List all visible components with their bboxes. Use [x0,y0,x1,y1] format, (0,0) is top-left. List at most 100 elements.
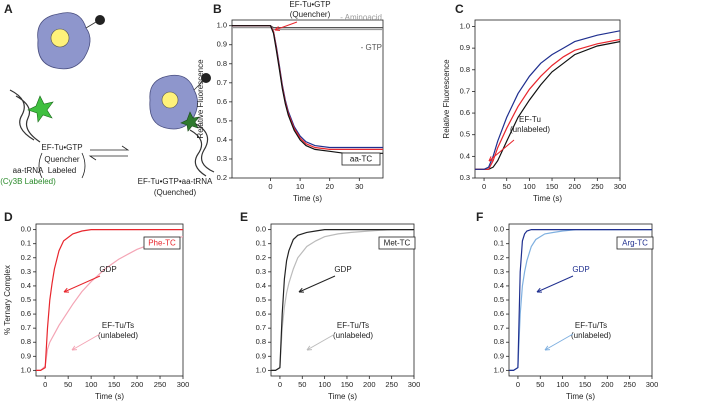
annotation: GDP [334,265,351,274]
legend-label: Met-TC [384,239,411,248]
x-tick-label: 150 [579,380,592,389]
y-tick-label: 0.0 [256,225,266,234]
x-tick-label: 200 [568,182,581,191]
x-tick-label: 200 [363,380,376,389]
annotation-arrow [298,275,336,293]
annotation: (Quencher) [290,10,331,19]
x-tick-label: 50 [503,182,511,191]
y-tick-label: 0.2 [256,253,266,262]
trna-shape [189,123,215,177]
y-tick-label: 0.1 [256,239,266,248]
y-tick-label: 1.0 [256,365,266,374]
y-tick-label: 0.6 [217,97,227,106]
x-tick-label: 0 [268,182,272,191]
y-tick-label: 1.0 [494,365,504,374]
cy3b-icon [180,111,200,132]
series-line [232,27,383,31]
arrow-head [488,156,492,162]
series-line [475,30,620,170]
series-line [271,229,414,371]
y-tick-label: 0.8 [217,59,227,68]
y-tick-label: 0.1 [494,239,504,248]
y-tick-label: 0.6 [460,108,470,117]
annotation: GDP [99,265,116,274]
x-tick-label: 0 [43,380,47,389]
series-line [36,229,183,371]
annotation: GDP [572,265,589,274]
arrow-head [71,345,76,351]
arrow-head [63,287,68,293]
annotation-arrow [544,333,574,351]
y-tick-label: 0.7 [494,323,504,332]
series-line [36,236,183,371]
x-tick-label: 200 [601,380,614,389]
y-tick-label: 1.0 [21,365,31,374]
y-tick-label: 0.8 [21,337,31,346]
y-axis-label: Relative Fluorescence [196,59,205,139]
y-tick-label: 0.8 [460,65,470,74]
series-label: - Aminoacid [340,13,382,22]
annotation-arrow [488,139,515,162]
x-tick-label: 250 [591,182,604,191]
y-tick-label: 0.3 [217,154,227,163]
y-tick-label: 0.9 [217,40,227,49]
y-tick-label: 0.2 [21,253,31,262]
diagram-text: EF-Tu•GTP [41,143,82,152]
y-axis-label: Relative Fluorescence [442,59,451,139]
arrow-head [298,287,303,293]
y-tick-label: 0.3 [460,173,470,182]
y-tick-label: 0.4 [494,281,504,290]
y-tick-label: 0.3 [494,267,504,276]
annotation-arrow [274,21,298,31]
y-tick-label: 0.5 [21,295,31,304]
y-tick-label: 0.3 [256,267,266,276]
series-line [271,229,414,371]
y-tick-label: 0.0 [21,225,31,234]
y-tick-label: 0.6 [21,309,31,318]
legend-label: Arg-TC [622,239,648,248]
series-line [232,25,383,154]
x-tick-label: 50 [64,380,72,389]
diagram-text: Labeled [48,166,76,175]
quencher-icon [95,15,105,25]
arrow [88,155,128,161]
y-tick-label: 1.0 [217,21,227,30]
arrow [90,145,130,151]
panel-letter: E [240,210,248,224]
x-tick-label: 250 [385,380,398,389]
legend-box [341,152,381,166]
y-tick-label: 0.6 [256,309,266,318]
x-tick-label: 150 [341,380,354,389]
arrow-head [536,287,541,293]
y-tick-label: 0.8 [494,337,504,346]
panel-letter: B [213,2,222,16]
series-line [475,38,620,170]
x-tick-label: 100 [85,380,98,389]
x-tick-label: 150 [546,182,559,191]
y-tick-label: 0.4 [256,281,266,290]
diagram-text: Quencher [44,155,79,164]
gtp-icon [161,91,179,109]
arrow-head [274,29,281,32]
gtp-icon [50,28,70,48]
y-tick-label: 0.2 [494,253,504,262]
cy3b-icon [27,95,54,123]
legend-label: aa-TC [350,155,372,164]
x-tick-label: 0 [482,182,486,191]
series-line [509,229,652,371]
annotation: EF-Tu [519,115,541,124]
diagram-text: EF-Tu•GTP•aa-tRNA [138,177,213,186]
y-axis-label: % Ternary Complex [3,265,12,335]
series-line [509,229,652,371]
panel-letter: F [476,210,483,224]
plot-frame [231,19,384,179]
y-tick-label: 0.2 [217,173,227,182]
y-tick-label: 0.0 [494,225,504,234]
annotation: (unlabeled) [571,331,611,340]
x-tick-label: 300 [177,380,190,389]
y-tick-label: 0.9 [494,351,504,360]
x-tick-label: 250 [623,380,636,389]
legend-label: Phe-TC [148,239,176,248]
y-tick-label: 0.5 [494,295,504,304]
x-tick-label: 50 [298,380,306,389]
